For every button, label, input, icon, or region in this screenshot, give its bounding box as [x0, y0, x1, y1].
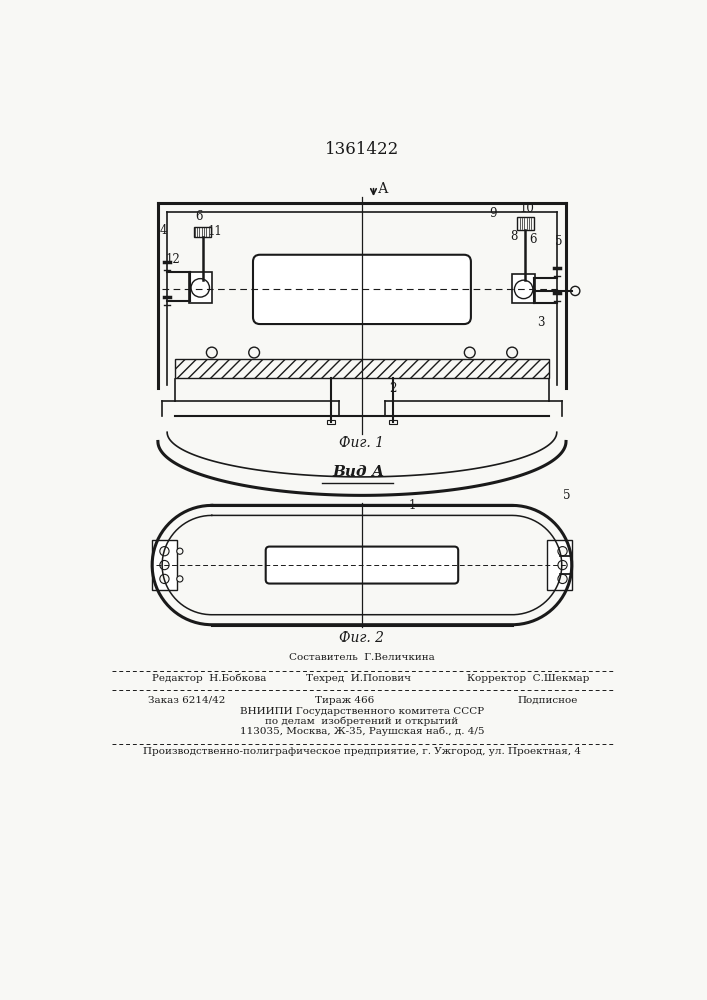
Text: Производственно-полиграфическое предприятие, г. Ужгород, ул. Проектная, 4: Производственно-полиграфическое предприя…: [143, 747, 581, 756]
Text: Подписное: Подписное: [518, 696, 578, 705]
Text: А: А: [378, 182, 388, 196]
Circle shape: [177, 548, 183, 554]
Text: Тираж 466: Тираж 466: [315, 696, 374, 705]
Bar: [327, 420, 335, 424]
Bar: [512, 274, 535, 303]
Bar: [175, 359, 549, 378]
Text: 10: 10: [520, 202, 534, 215]
Text: по делам  изобретений и открытий: по делам изобретений и открытий: [265, 717, 459, 726]
Text: Составитель  Г.Величкина: Составитель Г.Величкина: [289, 653, 435, 662]
Text: 2: 2: [389, 382, 397, 395]
Text: 9: 9: [489, 207, 496, 220]
Text: 113035, Москва, Ж-35, Раушская наб., д. 4/5: 113035, Москва, Ж-35, Раушская наб., д. …: [240, 727, 484, 736]
Text: 12: 12: [165, 253, 180, 266]
Bar: [152, 540, 177, 590]
Text: Фиг. 2: Фиг. 2: [339, 631, 385, 645]
Bar: [189, 272, 212, 303]
Text: Вид А: Вид А: [332, 465, 384, 479]
Text: 4: 4: [160, 224, 167, 237]
Text: 8: 8: [510, 230, 518, 243]
Circle shape: [558, 547, 567, 556]
Text: 5: 5: [555, 235, 563, 248]
Circle shape: [571, 286, 580, 296]
Circle shape: [507, 347, 518, 358]
Circle shape: [160, 574, 169, 584]
Text: 1: 1: [408, 499, 416, 512]
Text: 3: 3: [537, 316, 544, 329]
Text: Техред  И.Попович: Техред И.Попович: [305, 674, 411, 683]
Circle shape: [464, 347, 475, 358]
FancyBboxPatch shape: [266, 547, 458, 584]
Bar: [194, 227, 211, 237]
Bar: [389, 420, 397, 424]
Circle shape: [206, 347, 217, 358]
Bar: [547, 540, 572, 590]
Circle shape: [191, 279, 209, 297]
Circle shape: [177, 576, 183, 582]
Text: 6: 6: [529, 233, 537, 246]
Text: ВНИИПИ Государственного комитета СССР: ВНИИПИ Государственного комитета СССР: [240, 707, 484, 716]
Text: 11: 11: [208, 225, 223, 238]
Circle shape: [558, 574, 567, 584]
Bar: [517, 217, 534, 230]
Circle shape: [515, 280, 533, 299]
Text: Корректор  С.Шекмар: Корректор С.Шекмар: [467, 674, 590, 683]
Text: 1361422: 1361422: [325, 141, 399, 158]
Circle shape: [160, 560, 169, 570]
Circle shape: [249, 347, 259, 358]
Text: Заказ 6214/42: Заказ 6214/42: [148, 696, 226, 705]
Text: Фиг. 1: Фиг. 1: [339, 436, 385, 450]
Polygon shape: [152, 505, 572, 625]
FancyBboxPatch shape: [253, 255, 471, 324]
Text: Редактор  Н.Бобкова: Редактор Н.Бобкова: [152, 674, 266, 683]
Text: 6: 6: [195, 210, 202, 223]
Circle shape: [558, 560, 567, 570]
Circle shape: [160, 547, 169, 556]
Text: 5: 5: [563, 489, 570, 502]
